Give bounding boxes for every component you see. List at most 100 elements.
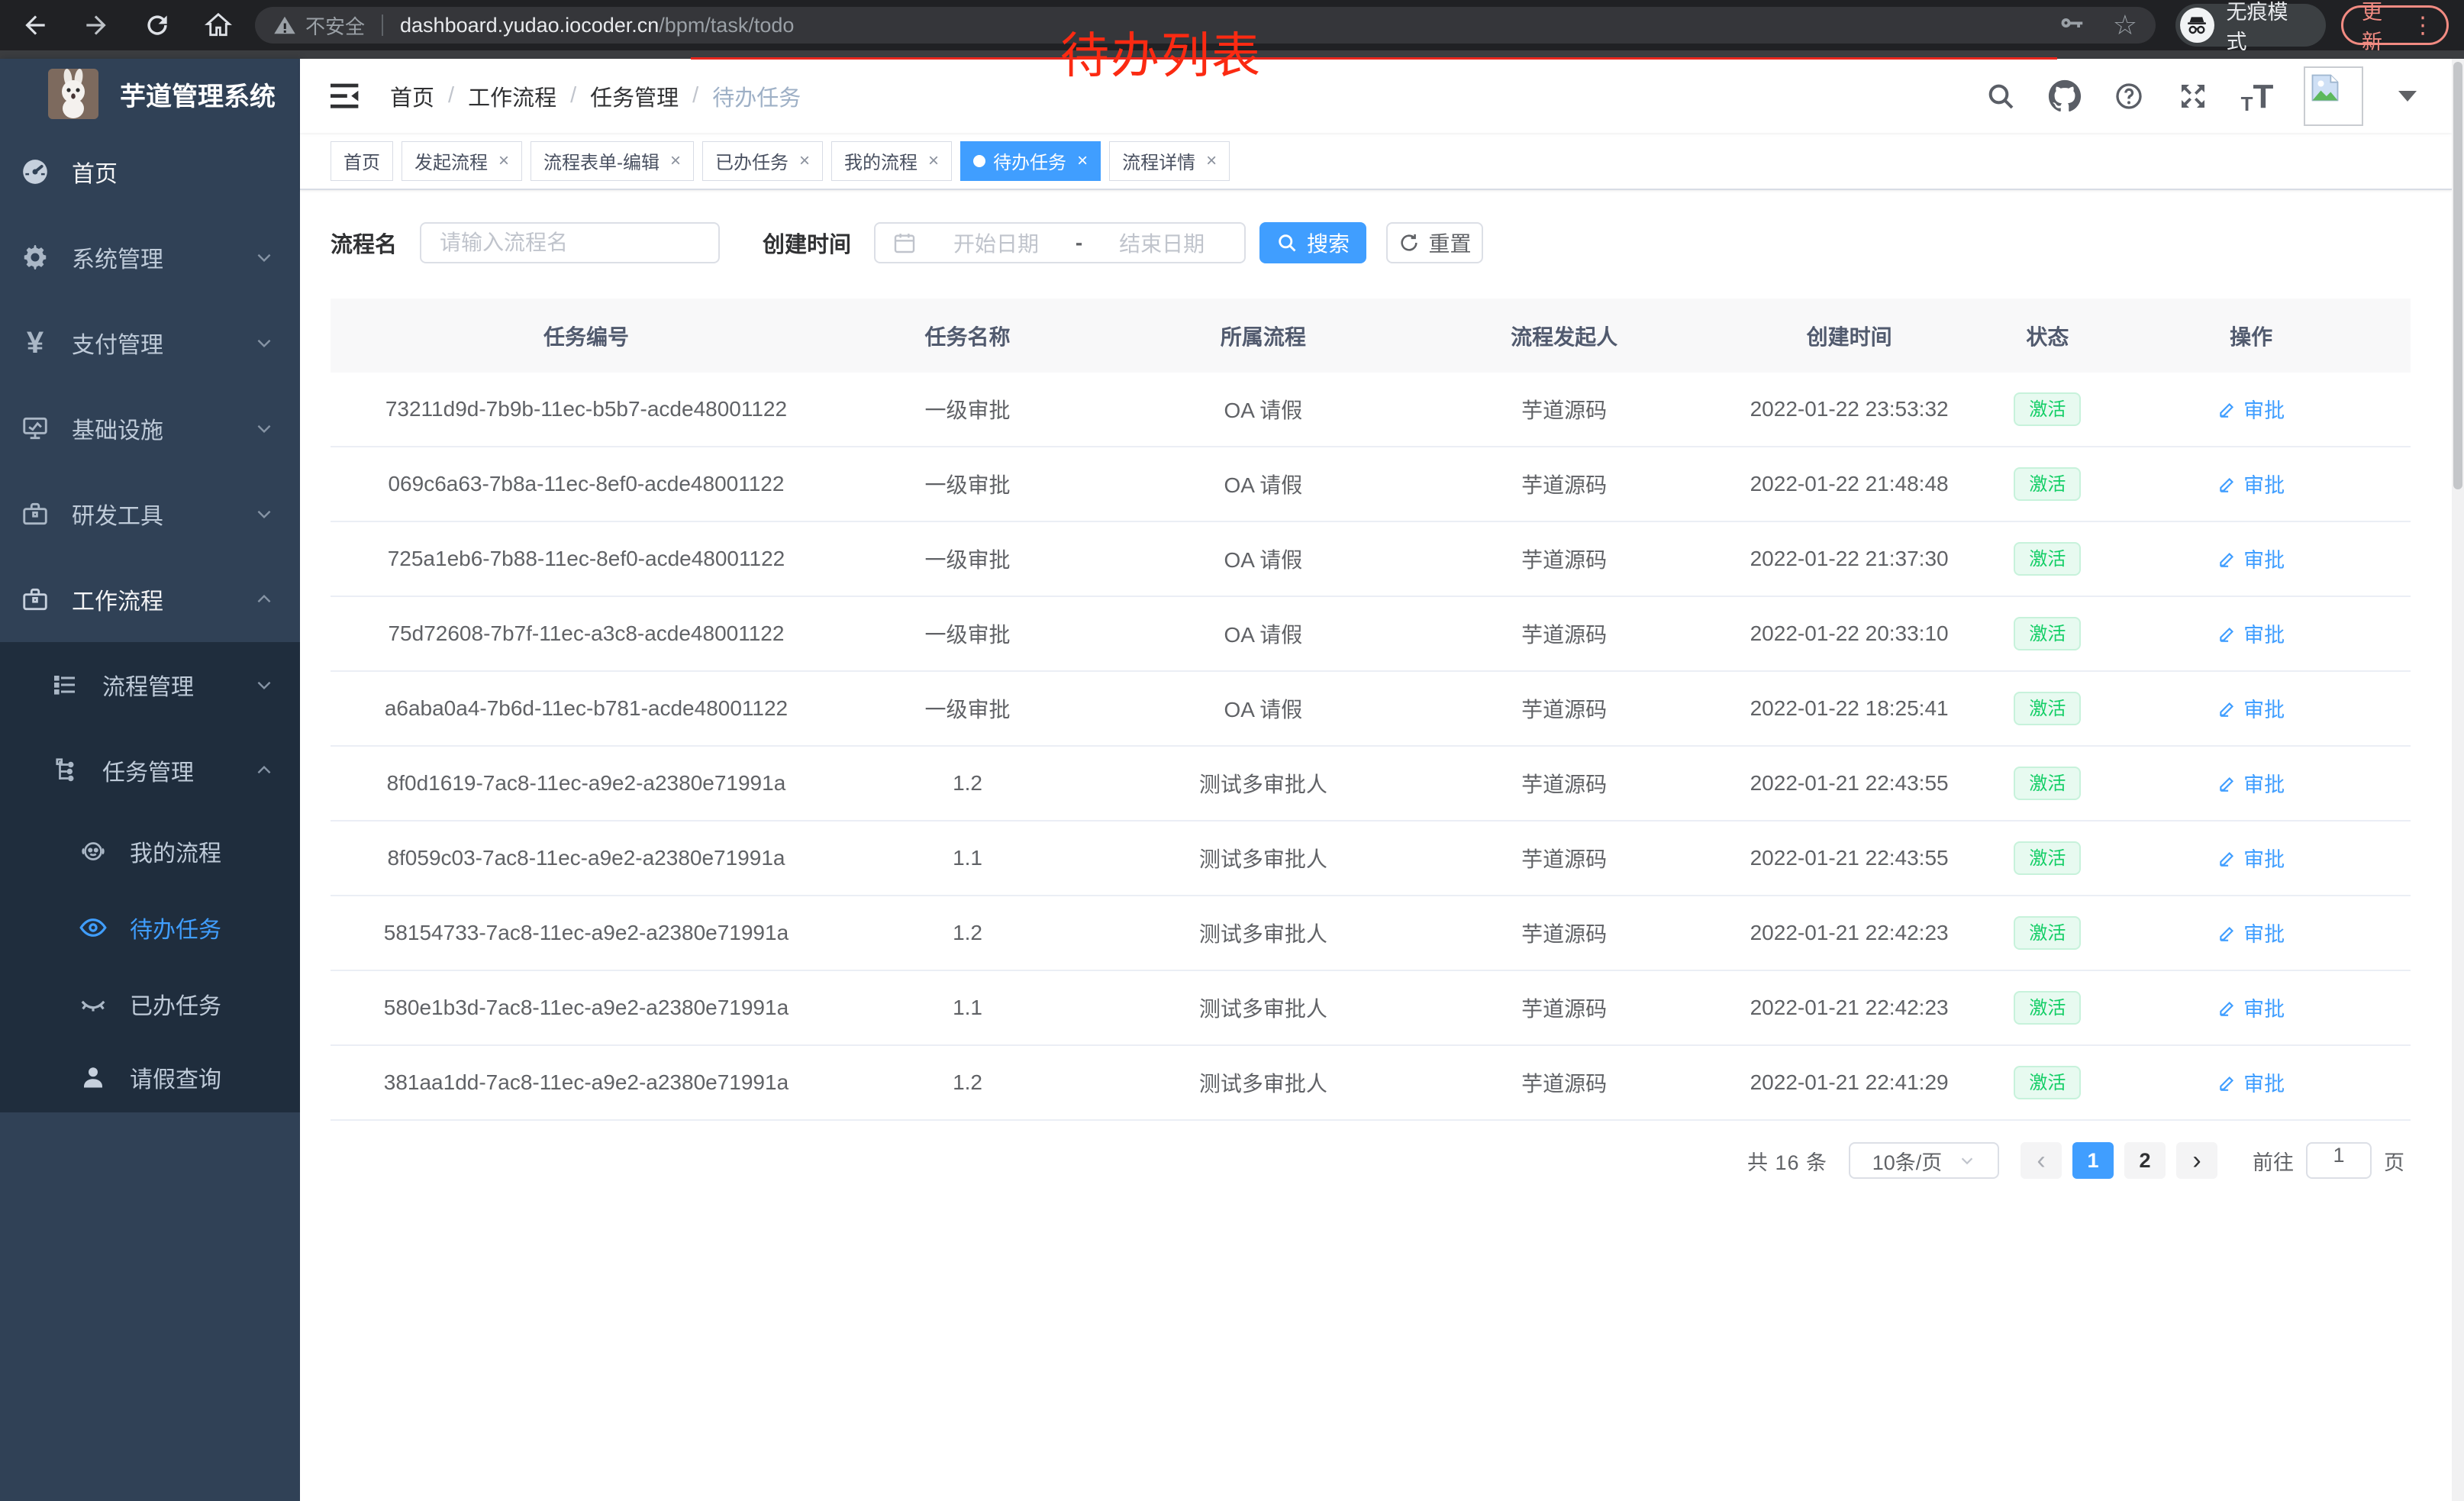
approve-button[interactable]: 审批 (2217, 693, 2285, 723)
url-host: dashboard.yudao.iocoder.cn (400, 13, 660, 37)
browser-update-button[interactable]: 更新 ⋮ (2340, 1, 2449, 53)
date-range-picker[interactable]: 开始日期 - 结束日期 (874, 222, 1247, 263)
close-icon[interactable]: × (1077, 150, 1088, 171)
search-button[interactable]: 搜索 (1259, 222, 1367, 263)
search-icon[interactable] (1983, 79, 2018, 114)
tab-start-process[interactable]: 发起流程 × (402, 140, 523, 181)
process-name-label: 流程名 (331, 233, 398, 257)
avatar[interactable] (2304, 66, 2363, 126)
tab-done-tasks[interactable]: 已办任务 × (702, 140, 824, 181)
sidebar-item-system[interactable]: 系统管理 (0, 215, 300, 300)
approve-button[interactable]: 审批 (2217, 918, 2285, 947)
sidebar-item-home[interactable]: 首页 (0, 129, 300, 215)
breadcrumb-task-mgmt[interactable]: 任务管理 (590, 86, 679, 111)
goto-page-input-wrap (2306, 1142, 2372, 1179)
avatar-caret-icon[interactable] (2398, 90, 2417, 102)
close-icon[interactable]: × (799, 150, 811, 171)
github-icon[interactable] (2047, 79, 2082, 114)
status-badge: 激活 (2014, 392, 2082, 426)
sidebar-item-infra[interactable]: 基础设施 (0, 386, 300, 471)
insecure-label[interactable]: 不安全 (305, 15, 366, 38)
goto-page-input[interactable] (2308, 1144, 2370, 1167)
approve-button[interactable]: 审批 (2217, 1067, 2285, 1097)
breadcrumb-workflow[interactable]: 工作流程 (468, 86, 557, 111)
end-date-placeholder[interactable]: 结束日期 (1119, 232, 1205, 256)
approve-button[interactable]: 审批 (2217, 544, 2285, 573)
breadcrumb-home[interactable]: 首页 (390, 86, 435, 111)
table-row: 8f0d1619-7ac8-11ec-a9e2-a2380e71991a 1.2… (331, 747, 2411, 822)
sidebar-item-done-tasks[interactable]: 已办任务 (0, 966, 300, 1042)
address-bar[interactable]: 不安全 dashboard.yudao.iocoder.cn/bpm/task/… (255, 7, 2156, 44)
sidebar-item-todo-tasks[interactable]: 待办任务 (0, 889, 300, 966)
tab-todo-tasks[interactable]: 待办任务 × (960, 140, 1101, 181)
sidebar-collapse-icon[interactable] (327, 78, 364, 115)
sidebar-item-process-mgmt[interactable]: 流程管理 (0, 642, 300, 728)
page-button-2[interactable]: 2 (2124, 1142, 2166, 1179)
sidebar-item-workflow[interactable]: 工作流程 (0, 557, 300, 642)
bookmark-star-icon[interactable]: ☆ (2112, 9, 2138, 40)
tab-process-detail[interactable]: 流程详情 × (1109, 140, 1230, 181)
breadcrumb-current: 待办任务 (712, 86, 801, 111)
sidebar-item-task-mgmt[interactable]: 任务管理 (0, 728, 300, 813)
close-icon[interactable]: × (498, 150, 510, 171)
total-count: 共 16 条 (1746, 1151, 1827, 1174)
active-dot (973, 154, 986, 167)
chevron-down-icon (254, 247, 274, 267)
page-button-1[interactable]: 1 (2072, 1142, 2114, 1179)
browser-back-icon[interactable] (14, 4, 56, 47)
approve-button[interactable]: 审批 (2217, 469, 2285, 499)
briefcase-icon (18, 585, 52, 614)
next-page-button[interactable]: › (2176, 1142, 2217, 1179)
calendar-icon (892, 231, 917, 255)
app-header: 首页 / 工作流程 / 任务管理 / 待办任务 (300, 59, 2452, 133)
pagination: 共 16 条 10条/页 ‹ 1 2 › 前往 页 (331, 1142, 2411, 1179)
gear-icon (18, 243, 52, 272)
app-title: 芋道管理系统 (120, 82, 276, 111)
breadcrumb: 首页 / 工作流程 / 任务管理 / 待办任务 (390, 80, 801, 112)
approve-button[interactable]: 审批 (2217, 993, 2285, 1022)
sidebar-item-payment[interactable]: ¥ 支付管理 (0, 300, 300, 386)
process-name-input[interactable] (440, 231, 701, 255)
sidebar-submenu-workflow: 流程管理 任务管理 我的流程 (0, 642, 300, 1112)
sidebar-item-devtools[interactable]: 研发工具 (0, 471, 300, 557)
tab-my-process[interactable]: 我的流程 × (831, 140, 953, 181)
sidebar-item-my-process[interactable]: 我的流程 (0, 813, 300, 889)
close-icon[interactable]: × (670, 150, 682, 171)
browser-menu-dots-icon[interactable]: ⋮ (2411, 12, 2434, 38)
reset-button[interactable]: 重置 (1386, 222, 1484, 263)
start-date-placeholder[interactable]: 开始日期 (953, 232, 1039, 256)
prev-page-button[interactable]: ‹ (2021, 1142, 2062, 1179)
tags-view-bar: 首页 发起流程 × 流程表单-编辑 × 已办任务 × 我的流程 × 待办任务 × 流程详情… (300, 133, 2452, 190)
annotation-underline (691, 57, 2057, 60)
sidebar-item-leave-query[interactable]: 请假查询 (0, 1042, 300, 1112)
approve-button[interactable]: 审批 (2217, 843, 2285, 873)
key-icon[interactable] (2058, 11, 2085, 39)
chevron-up-icon (254, 589, 274, 609)
browser-home-icon[interactable] (197, 4, 240, 47)
annotation-title: 待办列表 (1060, 28, 1262, 83)
status-badge: 激活 (2014, 767, 2082, 800)
browser-reload-icon[interactable] (136, 4, 179, 47)
scrollbar-thumb[interactable] (2453, 62, 2462, 489)
approve-button[interactable]: 审批 (2217, 618, 2285, 648)
tab-home[interactable]: 首页 (331, 140, 393, 181)
browser-forward-icon[interactable] (75, 4, 118, 47)
app-logo-row[interactable]: 芋道管理系统 (0, 59, 300, 129)
status-badge: 激活 (2014, 841, 2082, 875)
tab-form-edit[interactable]: 流程表单-编辑 × (531, 140, 695, 181)
table-row: 75d72608-7b7f-11ec-a3c8-acde48001122 一级审… (331, 597, 2411, 672)
browser-toolbar: 不安全 dashboard.yudao.iocoder.cn/bpm/task/… (0, 0, 2464, 53)
approve-button[interactable]: 审批 (2217, 394, 2285, 424)
filter-form: 流程名 创建时间 开始日期 - 结束日期 搜索 (331, 222, 2411, 263)
page-scrollbar[interactable] (2452, 59, 2464, 1501)
fullscreen-icon[interactable] (2175, 79, 2211, 114)
close-icon[interactable]: × (928, 150, 940, 171)
user-icon (76, 1064, 110, 1091)
org-tree-icon (49, 757, 82, 784)
close-icon[interactable]: × (1206, 150, 1217, 171)
help-icon[interactable] (2111, 79, 2146, 114)
page-size-select[interactable]: 10条/页 (1849, 1142, 1999, 1179)
approve-button[interactable]: 审批 (2217, 768, 2285, 798)
table-header-row: 任务编号 任务名称 所属流程 流程发起人 创建时间 状态 操作 (331, 299, 2411, 373)
